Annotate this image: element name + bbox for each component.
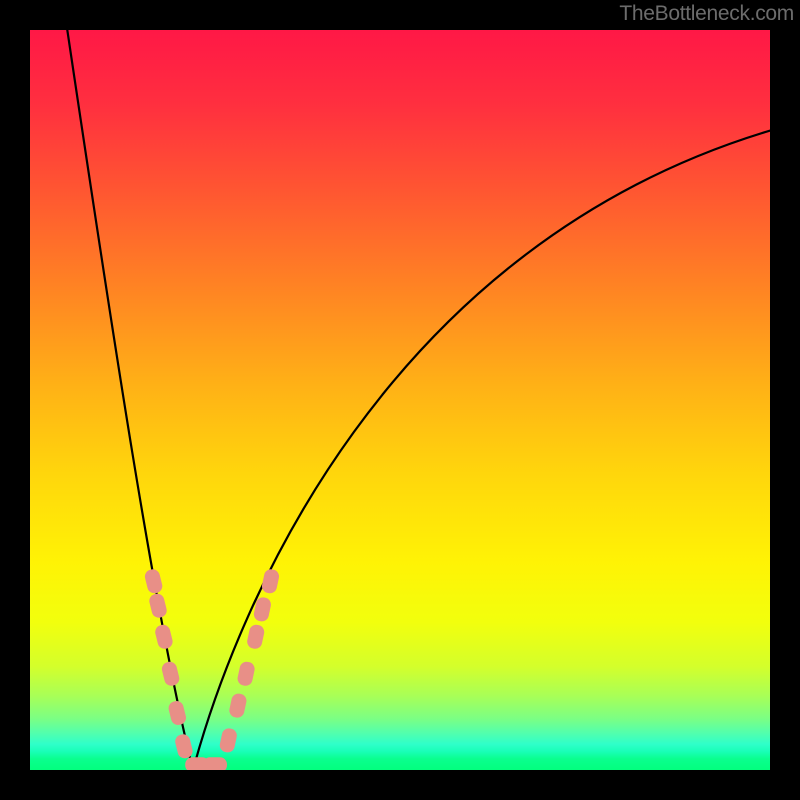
chart-canvas: TheBottleneck.com	[0, 0, 800, 800]
bottleneck-chart-svg	[0, 0, 800, 800]
gradient-background	[30, 30, 770, 770]
watermark-text: TheBottleneck.com	[619, 2, 794, 26]
